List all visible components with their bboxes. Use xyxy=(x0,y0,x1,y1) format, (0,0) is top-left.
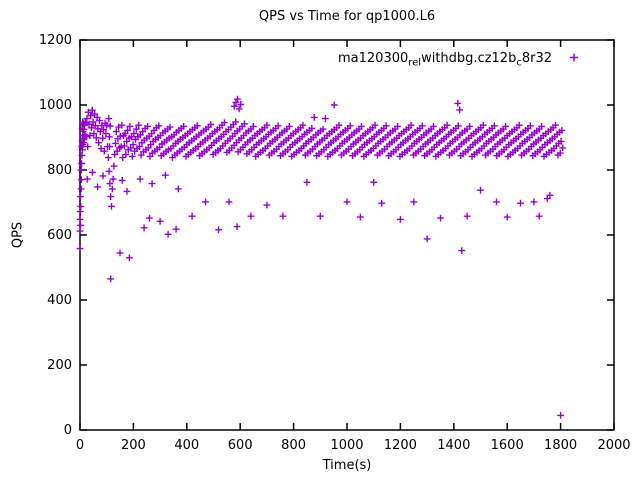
x-tick-label: 400 xyxy=(174,438,199,453)
legend-marker-icon xyxy=(570,53,578,62)
y-tick-label: 0 xyxy=(64,423,72,438)
x-tick-label: 1200 xyxy=(384,438,417,453)
x-tick-label: 1600 xyxy=(491,438,524,453)
y-tick-label: 1200 xyxy=(39,33,72,48)
data-points xyxy=(76,95,567,419)
y-tick-label: 400 xyxy=(47,293,72,308)
legend: ma120300relwithdbg.cz12bc8r32 xyxy=(338,51,578,69)
x-tick-label: 600 xyxy=(228,438,253,453)
x-tick-label: 200 xyxy=(121,438,146,453)
y-tick-label: 200 xyxy=(47,358,72,373)
y-tick-label: 1000 xyxy=(39,98,72,113)
y-tick-label: 600 xyxy=(47,228,72,243)
x-tick-label: 800 xyxy=(281,438,306,453)
x-axis-label: Time(s) xyxy=(322,458,372,473)
x-tick-label: 2000 xyxy=(597,438,630,453)
chart-title: QPS vs Time for qp1000.L6 xyxy=(258,9,436,24)
plot-border xyxy=(79,39,615,431)
x-tick-label: 1400 xyxy=(437,438,470,453)
x-tick-label: 1000 xyxy=(330,438,363,453)
legend-label: ma120300relwithdbg.cz12bc8r32 xyxy=(338,51,552,69)
y-tick-label: 800 xyxy=(47,163,72,178)
x-tick-label: 1800 xyxy=(544,438,577,453)
x-tick-label: 0 xyxy=(76,438,84,453)
